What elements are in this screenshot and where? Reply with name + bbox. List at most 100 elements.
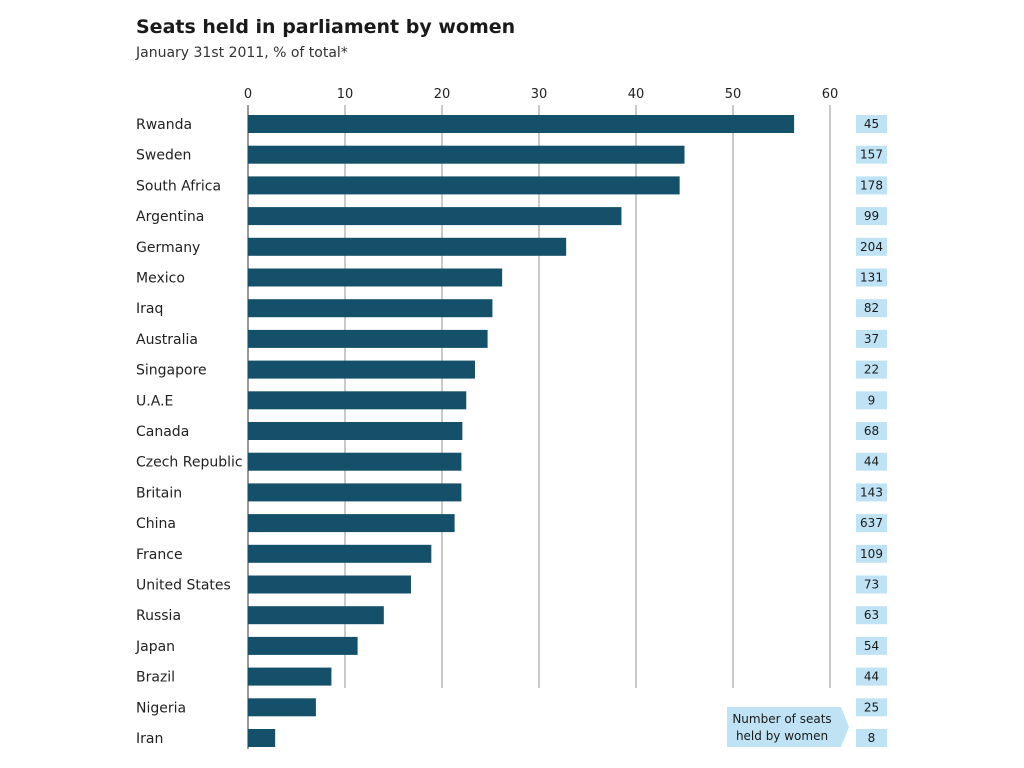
category-labels: Rwanda Sweden South Africa Argentina Germany… [135,117,243,747]
bar-japan [248,636,358,655]
bar-iran [248,729,276,747]
x-tick-label-30: 30 [531,87,548,102]
bar-sweden [248,145,685,164]
seats-legend-text-line1: Number of seats [732,712,831,726]
seat-count-box [856,698,887,717]
bar-china [248,514,455,533]
bar-south-africa [248,176,680,195]
seat-count-box [856,483,887,502]
seat-count-label: 178 [860,178,883,192]
bar-germany [248,237,567,256]
bar-mexico [248,268,503,287]
category-label: Argentina [136,209,204,225]
seat-count-label: 68 [864,424,879,438]
category-label: Nigeria [136,700,186,716]
category-label: France [136,547,183,563]
seat-count-box [856,115,887,133]
seat-count-label: 44 [864,455,879,469]
bars [248,115,795,747]
seat-count-label: 143 [860,485,883,499]
bar-czech-republic [248,452,462,471]
seat-count-label: 82 [864,301,879,315]
seat-count-label: 204 [860,240,883,254]
seat-count-label: 73 [864,578,879,592]
category-label: U.A.E [136,393,173,409]
seat-count-label: 637 [860,516,883,530]
category-label: Iran [136,731,163,747]
seat-count-box [856,237,887,256]
category-label: Iraq [136,301,163,317]
seat-count-label: 63 [864,608,879,622]
category-label: Germany [136,240,200,256]
seat-count-box [856,544,887,563]
bar-singapore [248,360,475,379]
x-tick-label-20: 20 [434,87,451,102]
category-label: Australia [136,332,198,348]
category-label: Britain [136,485,182,501]
chart-subtitle: January 31st 2011, % of total* [136,45,348,61]
seat-count-label: 44 [864,670,879,684]
seat-count-box [856,422,887,440]
seats-legend-box [727,707,849,747]
seat-count-box [856,575,887,594]
seats-legend: Number of seats held by women [727,707,849,747]
x-tick-label-0: 0 [244,87,252,102]
seats-legend-text-line2: held by women [736,729,828,743]
bar-australia [248,329,488,348]
bar-argentina [248,207,622,226]
seat-count-label: 25 [864,700,879,714]
seat-count-label: 109 [860,547,883,561]
category-label: Brazil [136,670,175,686]
seat-count-label: 99 [864,209,879,223]
bar-brazil [248,667,332,686]
seat-count-box [856,391,887,410]
seat-count-label: 54 [864,639,879,653]
category-label: Russia [136,608,181,624]
seat-count-box [856,299,887,318]
bar-france [248,544,432,563]
seat-count-label: 8 [868,731,876,745]
x-tick-label-60: 60 [822,87,839,102]
seat-count-label: 37 [864,332,879,346]
bar-u-a-e [248,391,467,410]
bar-britain [248,483,462,502]
x-tick-label-40: 40 [628,87,645,102]
category-label: Singapore [136,363,207,379]
seat-count-label: 131 [860,271,883,285]
bar-canada [248,422,463,440]
category-label: Canada [136,424,189,440]
category-label: Japan [135,639,175,655]
category-label: China [136,516,176,532]
category-label: Rwanda [136,117,192,133]
category-label: Czech Republic [136,455,243,471]
bar-rwanda [248,115,795,133]
seat-count-box [856,329,887,348]
x-axis-ticks: 0 10 20 30 40 50 60 [244,87,838,102]
seat-counts: 45 157 178 99 204 131 82 37 22 9 68 44 143 637 109 73 63… [856,115,887,747]
seat-count-box [856,176,887,195]
seat-count-box [856,606,887,625]
seat-count-box [856,207,887,226]
x-tick-label-10: 10 [337,87,354,102]
bar-nigeria [248,698,316,717]
seat-count-label: 22 [864,363,879,377]
seat-count-box [856,636,887,655]
seat-count-box [856,268,887,287]
category-label: South Africa [136,178,221,194]
bar-united-states [248,575,411,594]
seat-count-label: 9 [868,393,876,407]
chart-title: Seats held in parliament by women [136,16,516,38]
seat-count-box [856,667,887,686]
seat-count-box [856,145,887,164]
seat-count-box [856,514,887,533]
seat-count-box [856,729,887,747]
category-label: Mexico [136,271,185,287]
seat-count-label: 45 [864,117,879,131]
category-label: Sweden [136,148,191,164]
seat-count-box [856,360,887,379]
x-tick-label-50: 50 [725,87,742,102]
category-label: United States [136,578,231,594]
bar-iraq [248,299,493,318]
seat-count-box [856,452,887,471]
